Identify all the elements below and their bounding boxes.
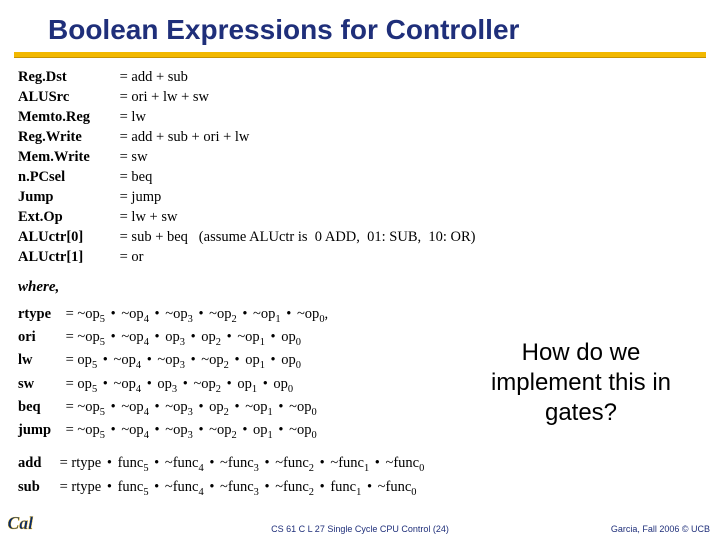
slide-content: Reg.Dst = add + subALUSrc = ori + lw + s… <box>0 67 720 500</box>
signal-expr: = ori + lw + sw <box>116 89 209 105</box>
opcode-expr: = op5 • ~op4 • ~op3 • ~op2 • op1 • op0 <box>62 352 301 368</box>
signal-name: ALUctr[0] <box>18 227 116 247</box>
where-label: where, <box>18 277 702 298</box>
signal-name: Jump <box>18 187 116 207</box>
signal-row: ALUctr[0] = sub + beq (assume ALUctr is … <box>18 227 702 247</box>
signal-name: Memto.Reg <box>18 107 116 127</box>
func-expr: = rtype • func5 • ~func4 • ~func3 • ~fun… <box>56 479 416 495</box>
signal-row: Reg.Write = add + sub + ori + lw <box>18 127 702 147</box>
title-underline <box>14 52 706 57</box>
func-expr: = rtype • func5 • ~func4 • ~func3 • ~fun… <box>56 455 424 471</box>
signal-row: n.PCsel = beq <box>18 167 702 187</box>
footer: CS 61 C L 27 Single Cycle CPU Control (2… <box>0 514 720 534</box>
opcode-name: lw <box>18 350 62 370</box>
signal-name: Ext.Op <box>18 207 116 227</box>
opcode-expr: = op5 • ~op4 • op3 • ~op2 • op1 • op0 <box>62 376 293 392</box>
signal-row: ALUctr[1] = or <box>18 247 702 267</box>
opcode-name: jump <box>18 420 62 440</box>
footer-right-text: Garcia, Fall 2006 © UCB <box>611 524 710 534</box>
signal-name: Reg.Dst <box>18 67 116 87</box>
func-name: add <box>18 453 56 473</box>
opcode-name: rtype <box>18 304 62 324</box>
callout-question: How do we implement this in gates? <box>466 338 696 428</box>
signal-row: Reg.Dst = add + sub <box>18 67 702 87</box>
signal-expr: = sw <box>116 149 148 165</box>
func-name: sub <box>18 477 56 497</box>
signal-name: ALUSrc <box>18 87 116 107</box>
signal-expr: = add + sub <box>116 69 188 85</box>
opcode-expr: = ~op5 • ~op4 • ~op3 • ~op2 • ~op1 • ~op… <box>62 306 328 322</box>
signal-expr: = add + sub + ori + lw <box>116 129 249 145</box>
func-row: sub = rtype • func5 • ~func4 • ~func3 • … <box>18 477 702 500</box>
opcode-expr: = ~op5 • ~op4 • op3 • op2 • ~op1 • op0 <box>62 329 301 345</box>
signal-expr: = beq <box>116 169 152 185</box>
opcode-name: beq <box>18 397 62 417</box>
opcode-expr: = ~op5 • ~op4 • ~op3 • op2 • ~op1 • ~op0 <box>62 399 317 415</box>
signal-expr: = lw <box>116 109 146 125</box>
spacer <box>18 443 702 453</box>
signal-expr: = sub + beq (assume ALUctr is 0 ADD, 01:… <box>116 229 476 245</box>
opcode-row: rtype = ~op5 • ~op4 • ~op3 • ~op2 • ~op1… <box>18 304 702 327</box>
opcode-name: ori <box>18 327 62 347</box>
func-definitions: add = rtype • func5 • ~func4 • ~func3 • … <box>18 453 702 500</box>
signal-row: Ext.Op = lw + sw <box>18 207 702 227</box>
signal-expr: = or <box>116 249 144 265</box>
signal-name: Mem.Write <box>18 147 116 167</box>
signal-row: Jump = jump <box>18 187 702 207</box>
signal-row: ALUSrc = ori + lw + sw <box>18 87 702 107</box>
opcode-name: sw <box>18 374 62 394</box>
signal-expr: = jump <box>116 189 161 205</box>
signal-equations: Reg.Dst = add + subALUSrc = ori + lw + s… <box>18 67 702 267</box>
slide: Boolean Expressions for Controller Reg.D… <box>0 0 720 540</box>
signal-name: n.PCsel <box>18 167 116 187</box>
opcode-expr: = ~op5 • ~op4 • ~op3 • ~op2 • op1 • ~op0 <box>62 422 317 438</box>
footer-center-text: CS 61 C L 27 Single Cycle CPU Control (2… <box>271 524 449 534</box>
signal-row: Memto.Reg = lw <box>18 107 702 127</box>
func-row: add = rtype • func5 • ~func4 • ~func3 • … <box>18 453 702 476</box>
signal-row: Mem.Write = sw <box>18 147 702 167</box>
signal-expr: = lw + sw <box>116 209 177 225</box>
signal-name: ALUctr[1] <box>18 247 116 267</box>
slide-title: Boolean Expressions for Controller <box>0 0 720 52</box>
signal-name: Reg.Write <box>18 127 116 147</box>
